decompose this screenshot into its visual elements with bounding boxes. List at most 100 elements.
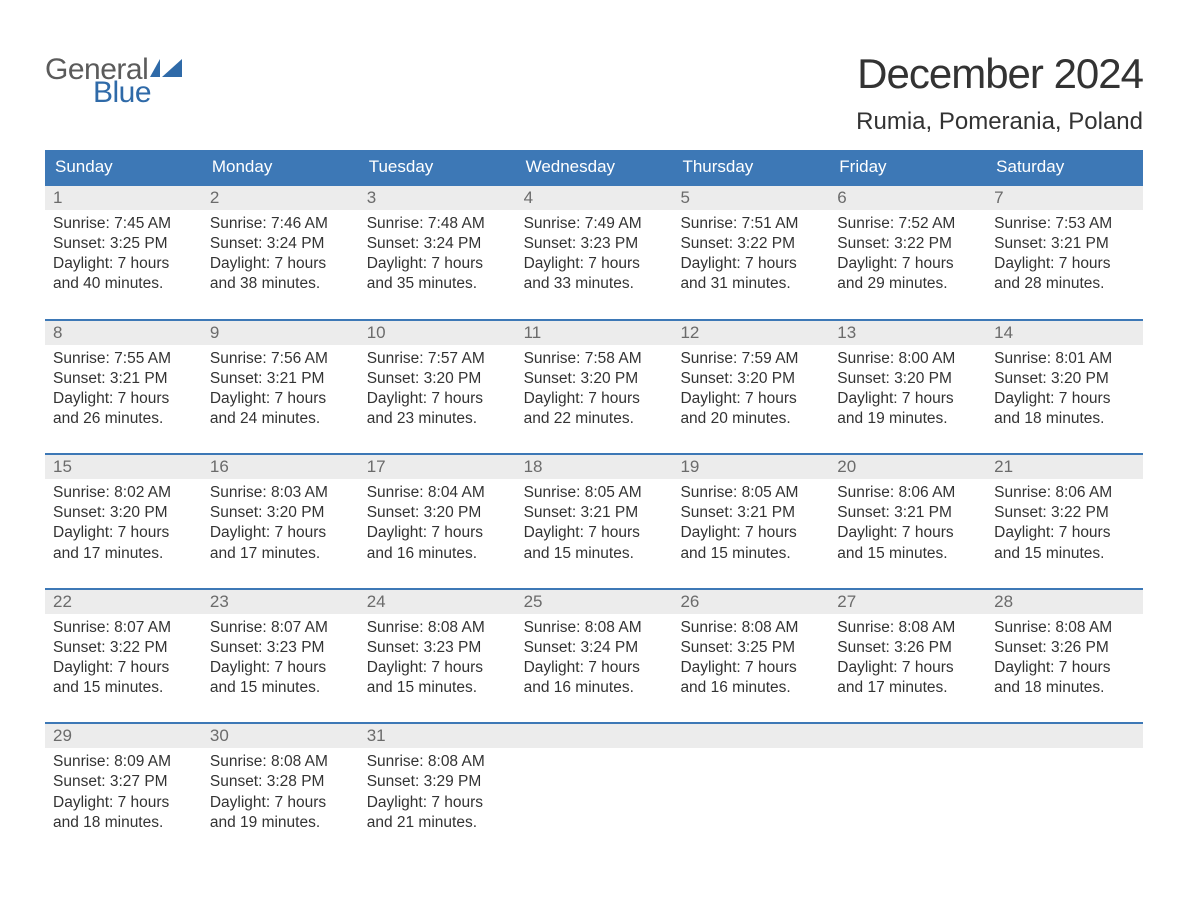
day-cell <box>672 748 829 843</box>
sunset-text: Sunset: 3:21 PM <box>994 234 1135 254</box>
daylight-text-1: Daylight: 7 hours <box>210 793 351 813</box>
content-row: Sunrise: 7:45 AMSunset: 3:25 PM Daylight:… <box>45 210 1143 305</box>
daylight-text-1: Daylight: 7 hours <box>524 523 665 543</box>
day-header-wed: Wednesday <box>516 150 673 184</box>
sunrise-text: Sunrise: 7:48 AM <box>367 214 508 234</box>
sunrise-text: Sunrise: 8:08 AM <box>210 752 351 772</box>
daylight-text-2: and 15 minutes. <box>53 678 194 698</box>
sunset-text: Sunset: 3:22 PM <box>837 234 978 254</box>
day-cell: Sunrise: 8:06 AMSunset: 3:21 PMDaylight:… <box>829 479 986 574</box>
location-subtitle: Rumia, Pomerania, Poland <box>856 108 1143 136</box>
daylight-text-1: Daylight: 7 hours <box>367 658 508 678</box>
date-number: 21 <box>986 455 1143 479</box>
daylight-text-2: and 18 minutes. <box>994 678 1135 698</box>
date-number <box>672 724 829 748</box>
daylight-text-2: and 17 minutes. <box>53 544 194 564</box>
daylight-text-2: and 26 minutes. <box>53 409 194 429</box>
day-cell: Sunrise: 7:45 AMSunset: 3:25 PMDaylight:… <box>45 210 202 305</box>
date-number: 8 <box>45 321 202 345</box>
day-cell: Sunrise: 8:08 AMSunset: 3:26 PMDaylight:… <box>829 614 986 709</box>
sunset-text: Sunset: 3:21 PM <box>210 369 351 389</box>
date-number: 22 <box>45 590 202 614</box>
daylight-text-2: and 15 minutes. <box>367 678 508 698</box>
sunrise-text: Sunrise: 8:08 AM <box>367 618 508 638</box>
day-cell: Sunrise: 8:03 AMSunset: 3:20 PMDaylight:… <box>202 479 359 574</box>
brand-word-2: Blue <box>93 79 184 108</box>
daylight-text-2: and 15 minutes. <box>837 544 978 564</box>
date-number: 17 <box>359 455 516 479</box>
daylight-text-1: Daylight: 7 hours <box>524 658 665 678</box>
day-cell: Sunrise: 8:02 AMSunset: 3:20 PMDaylight:… <box>45 479 202 574</box>
content-row: Sunrise: 8:02 AMSunset: 3:20 PMDaylight:… <box>45 479 1143 574</box>
date-number: 12 <box>672 321 829 345</box>
daylight-text-1: Daylight: 7 hours <box>837 254 978 274</box>
day-cell <box>516 748 673 843</box>
date-number: 5 <box>672 186 829 210</box>
sunrise-text: Sunrise: 8:02 AM <box>53 483 194 503</box>
date-number-row: 1234567 <box>45 186 1143 210</box>
date-number-row: 22232425262728 <box>45 590 1143 614</box>
daylight-text-1: Daylight: 7 hours <box>680 389 821 409</box>
day-cell: Sunrise: 8:08 AMSunset: 3:23 PMDaylight:… <box>359 614 516 709</box>
sunset-text: Sunset: 3:20 PM <box>994 369 1135 389</box>
sunrise-text: Sunrise: 7:58 AM <box>524 349 665 369</box>
daylight-text-2: and 21 minutes. <box>367 813 508 833</box>
sunrise-text: Sunrise: 8:08 AM <box>994 618 1135 638</box>
daylight-text-1: Daylight: 7 hours <box>210 523 351 543</box>
calendar: Sunday Monday Tuesday Wednesday Thursday… <box>45 150 1143 843</box>
sunrise-text: Sunrise: 8:00 AM <box>837 349 978 369</box>
sunset-text: Sunset: 3:24 PM <box>524 638 665 658</box>
sunset-text: Sunset: 3:23 PM <box>524 234 665 254</box>
day-cell: Sunrise: 8:07 AMSunset: 3:23 PMDaylight:… <box>202 614 359 709</box>
date-number: 10 <box>359 321 516 345</box>
sunset-text: Sunset: 3:21 PM <box>837 503 978 523</box>
date-number: 13 <box>829 321 986 345</box>
sunrise-text: Sunrise: 8:07 AM <box>210 618 351 638</box>
sunset-text: Sunset: 3:24 PM <box>367 234 508 254</box>
date-number: 30 <box>202 724 359 748</box>
daylight-text-1: Daylight: 7 hours <box>53 389 194 409</box>
sunset-text: Sunset: 3:20 PM <box>53 503 194 523</box>
sunset-text: Sunset: 3:20 PM <box>524 369 665 389</box>
day-cell: Sunrise: 8:05 AMSunset: 3:21 PMDaylight:… <box>672 479 829 574</box>
date-number: 19 <box>672 455 829 479</box>
sunset-text: Sunset: 3:24 PM <box>210 234 351 254</box>
daylight-text-1: Daylight: 7 hours <box>210 254 351 274</box>
daylight-text-2: and 15 minutes. <box>994 544 1135 564</box>
sunrise-text: Sunrise: 8:07 AM <box>53 618 194 638</box>
sunset-text: Sunset: 3:20 PM <box>680 369 821 389</box>
daylight-text-2: and 23 minutes. <box>367 409 508 429</box>
sunrise-text: Sunrise: 8:05 AM <box>524 483 665 503</box>
daylight-text-1: Daylight: 7 hours <box>680 658 821 678</box>
daylight-text-2: and 31 minutes. <box>680 274 821 294</box>
sunset-text: Sunset: 3:20 PM <box>367 503 508 523</box>
date-number: 29 <box>45 724 202 748</box>
day-cell: Sunrise: 8:08 AMSunset: 3:28 PMDaylight:… <box>202 748 359 843</box>
date-number: 20 <box>829 455 986 479</box>
date-number: 14 <box>986 321 1143 345</box>
sunrise-text: Sunrise: 7:53 AM <box>994 214 1135 234</box>
week-row: 15161718192021Sunrise: 8:02 AMSunset: 3:… <box>45 453 1143 574</box>
day-cell <box>829 748 986 843</box>
sunrise-text: Sunrise: 7:45 AM <box>53 214 194 234</box>
day-cell: Sunrise: 8:06 AMSunset: 3:22 PMDaylight:… <box>986 479 1143 574</box>
sunrise-text: Sunrise: 8:08 AM <box>367 752 508 772</box>
sunset-text: Sunset: 3:25 PM <box>53 234 194 254</box>
daylight-text-1: Daylight: 7 hours <box>367 793 508 813</box>
date-number: 23 <box>202 590 359 614</box>
daylight-text-2: and 17 minutes. <box>210 544 351 564</box>
daylight-text-1: Daylight: 7 hours <box>53 658 194 678</box>
daylight-text-1: Daylight: 7 hours <box>837 389 978 409</box>
sunset-text: Sunset: 3:22 PM <box>994 503 1135 523</box>
content-row: Sunrise: 8:07 AMSunset: 3:22 PMDaylight:… <box>45 614 1143 709</box>
sunrise-text: Sunrise: 8:04 AM <box>367 483 508 503</box>
date-number: 3 <box>359 186 516 210</box>
daylight-text-2: and 33 minutes. <box>524 274 665 294</box>
date-number: 27 <box>829 590 986 614</box>
day-cell: Sunrise: 8:08 AMSunset: 3:25 PMDaylight:… <box>672 614 829 709</box>
date-number <box>516 724 673 748</box>
daylight-text-1: Daylight: 7 hours <box>367 254 508 274</box>
date-number: 11 <box>516 321 673 345</box>
date-number: 18 <box>516 455 673 479</box>
day-cell: Sunrise: 7:58 AMSunset: 3:20 PMDaylight:… <box>516 345 673 440</box>
